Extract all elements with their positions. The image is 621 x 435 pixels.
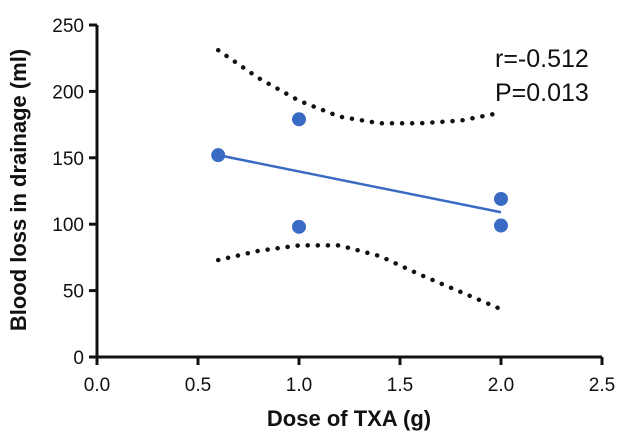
data-point [211,148,226,163]
data-point [292,112,306,127]
y-axis-ticks: 0 50 100 150 200 250 [52,16,97,369]
regression-line [217,153,502,214]
data-point [494,191,508,206]
y-tick-label: 150 [52,149,84,170]
x-axis-title: Dose of TXA (g) [267,406,431,431]
x-tick-label: 0.5 [185,375,211,396]
lower-confidence-band [215,243,504,312]
data-point [494,218,508,233]
x-tick-label: 2.0 [488,375,514,396]
data-point [292,219,306,234]
data-points [211,112,508,234]
x-tick-label: 1.0 [286,375,312,396]
x-axis-ticks: 0.0 0.5 1.0 1.5 2.0 2.5 [84,357,615,396]
y-tick-label: 100 [52,215,84,236]
upper-confidence-band [215,47,504,126]
y-tick-label: 50 [63,282,84,303]
y-tick-label: 0 [73,348,84,369]
regression-line-group [217,153,502,214]
y-tick-label: 200 [52,82,84,103]
y-axis-title: Blood loss in drainage (ml) [6,49,31,331]
annotation-p: P=0.013 [495,79,589,107]
x-tick-label: 1.5 [387,375,413,396]
annotation-r: r=-0.512 [495,45,589,73]
x-tick-label: 0.0 [84,375,110,396]
y-tick-label: 250 [52,16,84,37]
confidence-bands [215,47,504,312]
axes [95,25,602,359]
x-tick-label: 2.5 [589,375,615,396]
